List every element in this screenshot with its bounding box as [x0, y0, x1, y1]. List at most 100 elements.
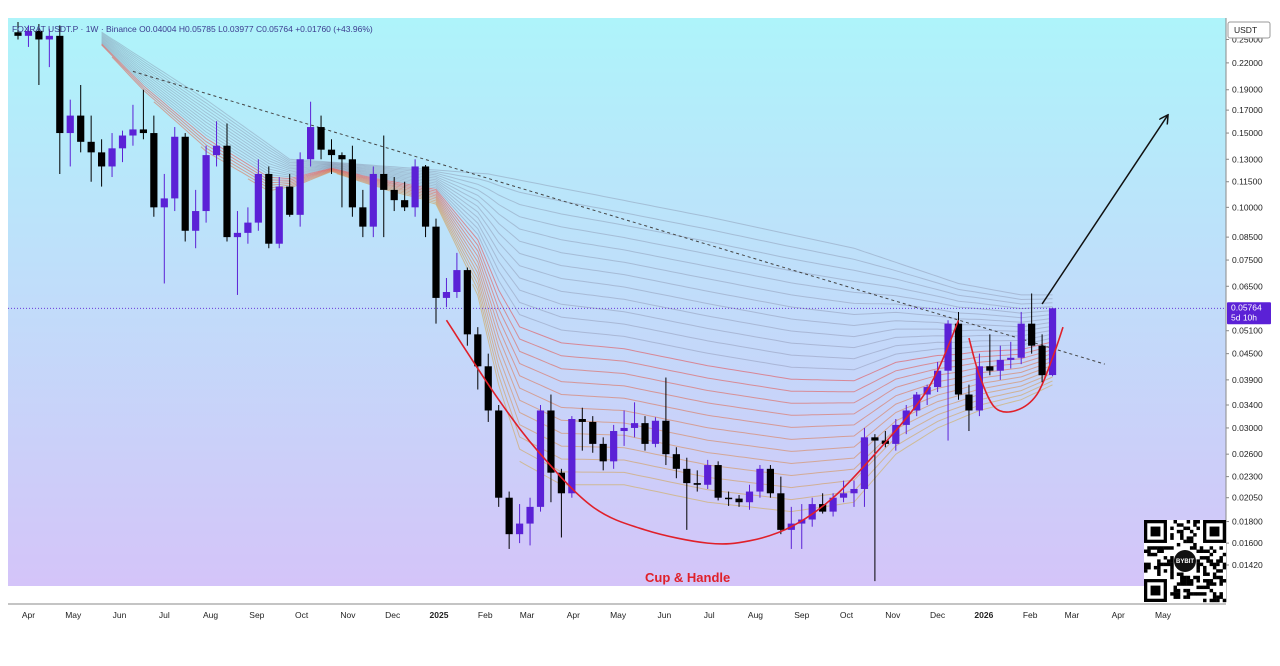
price-tick: 0.03000	[1226, 423, 1263, 433]
candle-body	[808, 504, 816, 520]
candle-body	[24, 30, 33, 36]
candle	[839, 480, 848, 503]
candle-body	[286, 186, 294, 215]
price-tick: 0.05100	[1226, 326, 1263, 336]
legend-change: +0.01760 (+43.96%)	[295, 24, 373, 34]
candle	[1038, 334, 1046, 383]
candle	[202, 145, 210, 223]
candle-body	[1048, 308, 1057, 376]
ma-ribbon-line	[101, 39, 1053, 338]
price-tick-label: 0.06500	[1232, 281, 1263, 291]
candle	[139, 89, 147, 140]
ma-ribbon-line	[101, 34, 1053, 310]
price-tick: 0.02600	[1226, 449, 1263, 459]
candle	[432, 218, 440, 324]
projection-arrow-line	[1041, 116, 1167, 305]
candle-body	[693, 483, 701, 485]
candle	[181, 133, 189, 242]
price-tick-label: 0.01420	[1232, 560, 1263, 570]
unit-box[interactable]: USDT	[1227, 21, 1271, 39]
candle	[735, 495, 743, 507]
chart-container[interactable]: Cup & Handle FOXRAT USDT.P · 1W · Binanc…	[8, 18, 1272, 624]
legend-low: 0.03977	[223, 24, 254, 34]
candle-body	[777, 493, 785, 530]
time-tick-label: 2025	[430, 610, 449, 620]
candle	[98, 139, 106, 187]
candle-body	[442, 292, 451, 298]
candle-body	[934, 370, 942, 388]
candle-body	[223, 145, 231, 238]
time-axis[interactable]: Apr May Jun Jul Aug Sep Oct Nov Dec 2025 Feb Mar Apr…	[22, 610, 1172, 620]
qr-code: BYBIT	[1144, 520, 1227, 603]
candle-body	[463, 270, 471, 335]
candle-body	[401, 200, 409, 208]
candle-body	[453, 270, 461, 293]
price-tick-label: 0.19000	[1232, 85, 1263, 95]
candle	[77, 84, 85, 153]
candle-body	[965, 394, 973, 411]
price-tick-label: 0.01800	[1232, 517, 1263, 527]
candle-body	[975, 366, 983, 411]
candle	[808, 497, 816, 527]
candle	[777, 476, 785, 535]
bar-countdown: 5d 10h	[1231, 312, 1257, 322]
candle	[568, 416, 576, 498]
candle	[390, 177, 398, 212]
candle	[160, 173, 168, 284]
price-chart[interactable]: Cup & Handle FOXRAT USDT.P · 1W · Binanc…	[8, 18, 1272, 624]
price-tick-label: 0.15000	[1232, 128, 1263, 138]
candle	[672, 447, 680, 479]
price-unit: USDT	[1234, 25, 1257, 35]
price-tick-label: 0.07500	[1232, 255, 1263, 265]
candle-body	[45, 35, 53, 40]
candle-body	[380, 173, 388, 190]
price-tick: 0.22000	[1226, 58, 1263, 68]
candle-body	[578, 419, 586, 422]
candle-body	[150, 133, 158, 208]
candle	[401, 181, 409, 212]
candle-body	[66, 115, 74, 134]
candle	[495, 405, 503, 507]
ma-ribbon-line	[336, 173, 1053, 465]
time-tick-label: May	[1155, 610, 1172, 620]
candle-body	[526, 506, 534, 524]
candle-body	[296, 159, 304, 215]
price-tick-label: 0.13000	[1232, 154, 1263, 164]
time-tick-label: Aug	[203, 610, 218, 620]
price-tick: 0.04500	[1226, 349, 1263, 359]
candle-body	[819, 504, 827, 512]
price-axis[interactable]: 0.25000 0.22000 0.19000 0.17000 0.15000 0.130…	[1226, 34, 1263, 570]
candle-body	[192, 211, 200, 231]
candle	[463, 267, 471, 346]
price-tick-label: 0.02600	[1232, 449, 1263, 459]
candle-body	[265, 173, 273, 244]
price-tick-label: 0.22000	[1232, 58, 1263, 68]
candle-body	[829, 497, 837, 512]
candle-body	[735, 498, 743, 503]
candle	[589, 416, 597, 453]
candle	[307, 101, 315, 167]
candle-body	[118, 135, 127, 149]
candle-body	[662, 420, 670, 455]
candle	[56, 25, 64, 174]
time-tick-label: Jul	[704, 610, 715, 620]
candle	[254, 159, 262, 231]
candle-body	[536, 410, 545, 507]
price-tick: 0.02300	[1226, 472, 1263, 482]
legend-symbol: FOXRAT USDT.P	[12, 24, 79, 34]
candle-body	[860, 437, 869, 489]
candle	[223, 123, 231, 242]
candle-body	[495, 410, 503, 498]
candle-body	[766, 468, 774, 494]
candle	[547, 394, 555, 503]
candle	[327, 139, 336, 174]
candle-body	[1028, 323, 1036, 346]
candle	[610, 424, 618, 469]
time-tick-label: Oct	[840, 610, 854, 620]
candle	[286, 173, 294, 217]
candle-body	[672, 454, 680, 469]
candle-body	[108, 148, 116, 167]
candle	[662, 377, 670, 466]
candle-body	[212, 145, 221, 156]
time-tick-label: Aug	[748, 610, 763, 620]
